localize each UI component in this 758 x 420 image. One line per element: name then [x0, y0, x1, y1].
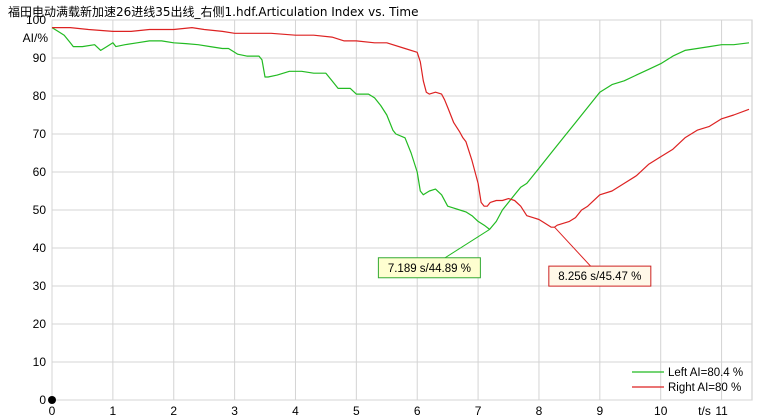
y-tick-label: 70 — [33, 127, 47, 141]
grid — [51, 19, 753, 401]
y-axis-label: AI/% — [23, 31, 49, 45]
x-tick-label: 5 — [353, 404, 360, 418]
axes: 0 1 2 3 4 5 6 7 8 9 10 11 0 10 20 30 40 50 60 70 80 90 100 AI/%… — [23, 13, 728, 418]
x-tick-label: 8 — [536, 404, 543, 418]
x-tick-label: 6 — [414, 404, 421, 418]
x-tick-label: 7 — [475, 404, 482, 418]
y-tick-label: 30 — [33, 279, 47, 293]
y-tick-label: 0 — [39, 393, 46, 407]
x-tick-label: 2 — [170, 404, 177, 418]
chart-title: 福田电动满载新加速26进线35出线_右侧1.hdf.Articulation I… — [8, 5, 419, 19]
y-tick-label: 100 — [26, 13, 46, 27]
y-tick-label: 50 — [33, 203, 47, 217]
annotations: 7.189 s/44.89 % 8.256 s/45.47 % — [377, 226, 652, 287]
annotation-box — [377, 257, 481, 279]
y-tick-label: 10 — [33, 355, 47, 369]
x-tick-label: 4 — [292, 404, 299, 418]
x-tick-label: 11 — [715, 404, 728, 418]
y-tick-label: 20 — [33, 317, 47, 331]
x-tick-label: 10 — [654, 404, 668, 418]
series-line — [52, 27, 750, 228]
y-tick-label: 60 — [33, 165, 47, 179]
annotation-label: 8.256 s/45.47 % — [558, 271, 641, 283]
legend: Left AI=80.4 % Right AI=80 % — [632, 367, 743, 394]
x-tick-label: 0 — [49, 404, 56, 418]
legend-label: Left AI=80.4 % — [668, 367, 743, 379]
x-tick-label: 1 — [110, 404, 117, 418]
origin-marker — [48, 396, 56, 404]
series-line — [51, 27, 750, 230]
y-tick-label: 80 — [33, 89, 47, 103]
x-tick-label: 3 — [231, 404, 238, 418]
y-tick-label: 40 — [33, 241, 47, 255]
y-tick-label: 90 — [33, 51, 47, 65]
annotation-label: 7.189 s/44.89 % — [388, 263, 471, 275]
annotation-box — [548, 265, 652, 287]
x-axis-label: t/s — [698, 404, 711, 418]
series-lines — [51, 27, 750, 230]
x-tick-label: 9 — [596, 404, 603, 418]
legend-label: Right AI=80 % — [668, 382, 741, 394]
